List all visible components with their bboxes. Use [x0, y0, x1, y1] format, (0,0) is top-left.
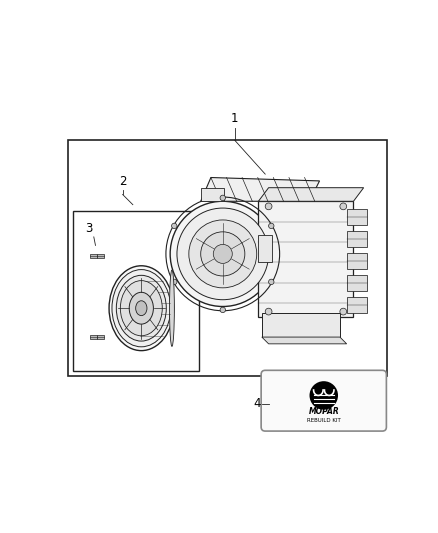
Text: 4: 4 — [253, 398, 261, 410]
Circle shape — [213, 245, 232, 263]
Text: REBUILD KIT: REBUILD KIT — [307, 418, 341, 423]
FancyBboxPatch shape — [97, 254, 104, 257]
Circle shape — [170, 201, 276, 306]
Bar — [68, 140, 387, 376]
FancyBboxPatch shape — [346, 275, 367, 291]
Polygon shape — [258, 188, 364, 201]
FancyBboxPatch shape — [346, 297, 367, 313]
Text: 3: 3 — [85, 222, 92, 235]
Circle shape — [268, 223, 274, 229]
FancyBboxPatch shape — [90, 335, 97, 339]
Ellipse shape — [136, 301, 147, 316]
FancyBboxPatch shape — [90, 254, 97, 257]
Polygon shape — [201, 177, 320, 201]
Text: 2: 2 — [119, 175, 127, 188]
Ellipse shape — [112, 270, 171, 347]
FancyBboxPatch shape — [346, 209, 367, 225]
Circle shape — [340, 203, 346, 210]
Circle shape — [189, 220, 257, 288]
Polygon shape — [201, 188, 224, 201]
Circle shape — [172, 279, 177, 285]
Circle shape — [310, 381, 338, 410]
FancyBboxPatch shape — [97, 335, 104, 339]
Ellipse shape — [129, 292, 153, 324]
Circle shape — [265, 308, 272, 315]
Ellipse shape — [120, 280, 162, 336]
Polygon shape — [262, 337, 346, 344]
Circle shape — [268, 279, 274, 285]
Circle shape — [220, 195, 226, 200]
Circle shape — [172, 223, 177, 229]
FancyBboxPatch shape — [346, 231, 367, 247]
Circle shape — [265, 203, 272, 210]
Bar — [74, 212, 199, 371]
Polygon shape — [262, 313, 340, 337]
FancyBboxPatch shape — [346, 253, 367, 269]
Ellipse shape — [117, 276, 166, 341]
Circle shape — [340, 308, 346, 315]
Polygon shape — [258, 201, 353, 317]
FancyBboxPatch shape — [261, 370, 386, 431]
Ellipse shape — [109, 266, 173, 351]
Polygon shape — [180, 242, 258, 300]
Circle shape — [220, 307, 226, 313]
Polygon shape — [258, 235, 272, 262]
Circle shape — [201, 232, 245, 276]
Circle shape — [177, 208, 268, 300]
Ellipse shape — [170, 270, 174, 346]
Text: 1: 1 — [231, 112, 238, 125]
Text: MOPAR: MOPAR — [308, 407, 339, 416]
